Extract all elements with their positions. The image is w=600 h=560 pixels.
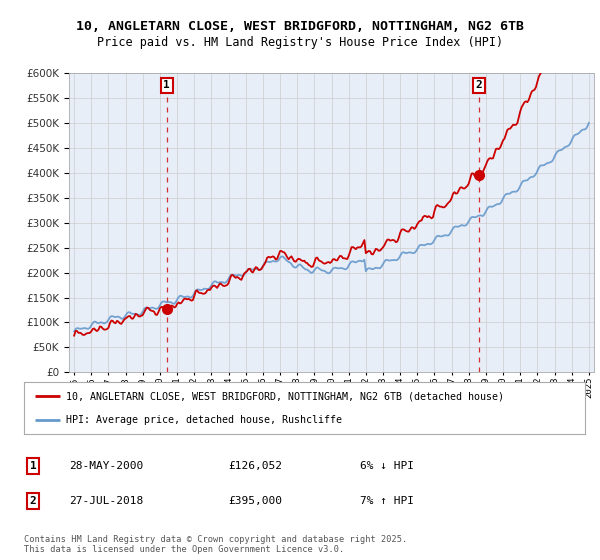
Text: 1: 1 <box>163 80 170 90</box>
Text: 28-MAY-2000: 28-MAY-2000 <box>69 461 143 471</box>
Text: Price paid vs. HM Land Registry's House Price Index (HPI): Price paid vs. HM Land Registry's House … <box>97 36 503 49</box>
Text: HPI: Average price, detached house, Rushcliffe: HPI: Average price, detached house, Rush… <box>66 415 342 425</box>
Text: 7% ↑ HPI: 7% ↑ HPI <box>360 496 414 506</box>
Text: 2: 2 <box>475 80 482 90</box>
Text: 27-JUL-2018: 27-JUL-2018 <box>69 496 143 506</box>
Text: £126,052: £126,052 <box>228 461 282 471</box>
Text: 10, ANGLETARN CLOSE, WEST BRIDGFORD, NOTTINGHAM, NG2 6TB: 10, ANGLETARN CLOSE, WEST BRIDGFORD, NOT… <box>76 20 524 34</box>
Text: 10, ANGLETARN CLOSE, WEST BRIDGFORD, NOTTINGHAM, NG2 6TB (detached house): 10, ANGLETARN CLOSE, WEST BRIDGFORD, NOT… <box>66 391 504 402</box>
Text: Contains HM Land Registry data © Crown copyright and database right 2025.
This d: Contains HM Land Registry data © Crown c… <box>24 535 407 554</box>
Text: 1: 1 <box>29 461 37 471</box>
Text: 6% ↓ HPI: 6% ↓ HPI <box>360 461 414 471</box>
Text: 2: 2 <box>29 496 37 506</box>
Text: £395,000: £395,000 <box>228 496 282 506</box>
